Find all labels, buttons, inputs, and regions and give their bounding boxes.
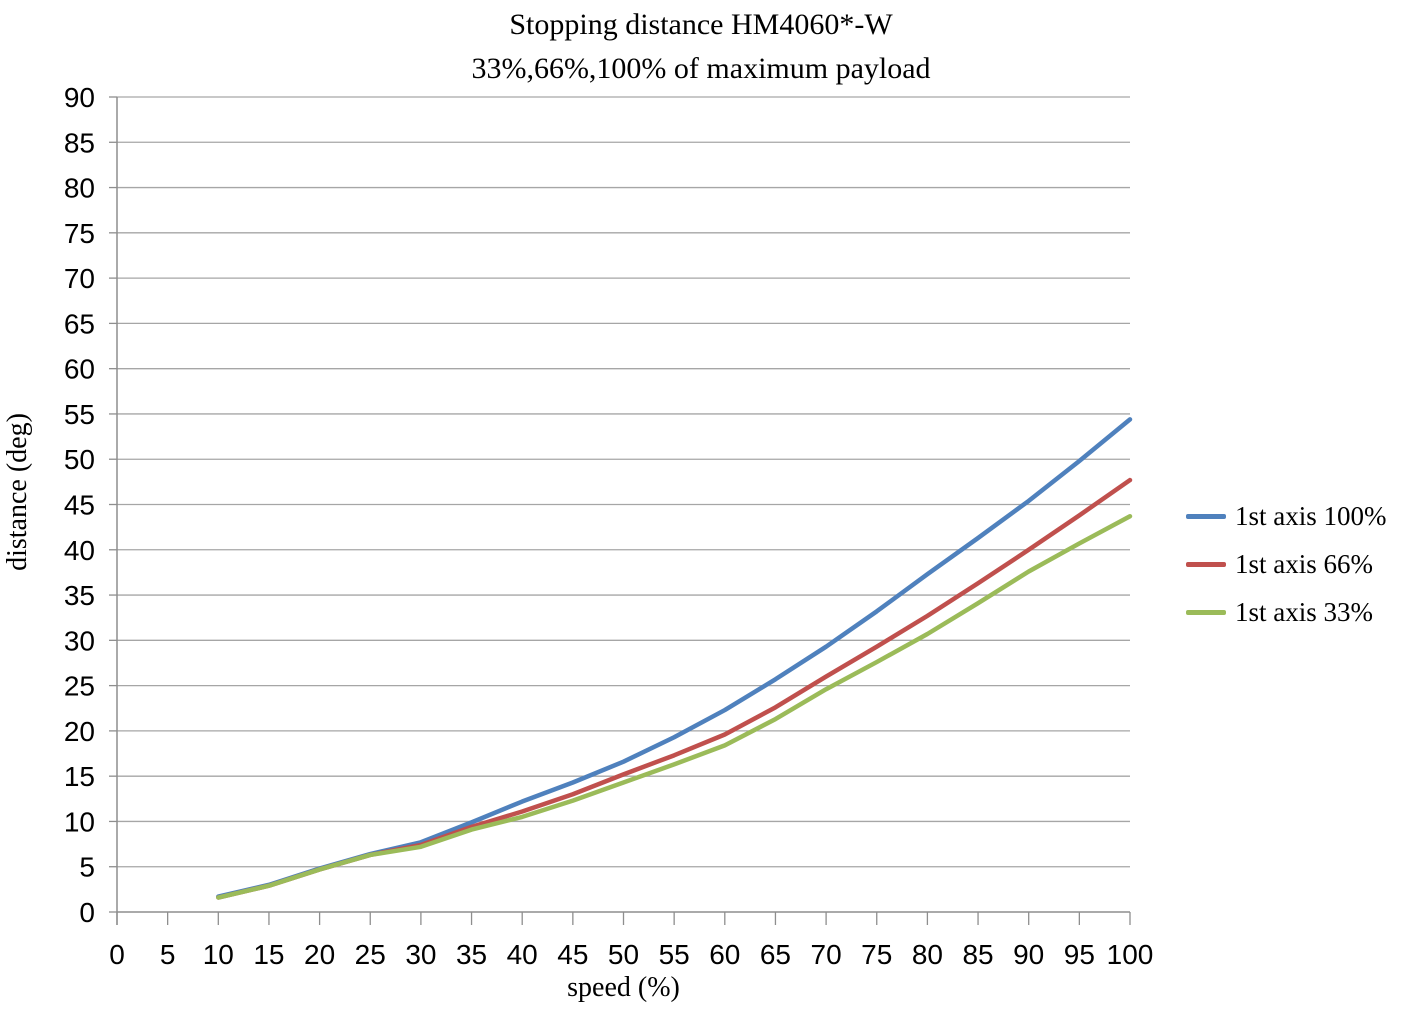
y-tick-label: 45	[64, 490, 95, 521]
x-tick-label: 35	[456, 939, 487, 970]
y-tick-label: 10	[64, 806, 95, 837]
y-tick-label: 65	[64, 308, 95, 339]
y-tick-label: 50	[64, 444, 95, 475]
y-tick-label: 5	[79, 852, 95, 883]
x-tick-label: 85	[962, 939, 993, 970]
y-tick-label: 30	[64, 625, 95, 656]
x-tick-label: 5	[160, 939, 176, 970]
legend-label: 1st axis 66%	[1235, 548, 1373, 579]
x-tick-label: 55	[659, 939, 690, 970]
x-tick-label: 100	[1107, 939, 1154, 970]
x-tick-label: 60	[709, 939, 740, 970]
legend-item-1st-axis-33: 1st axis 33%	[1186, 588, 1387, 636]
y-tick-label: 75	[64, 218, 95, 249]
y-tick-label: 90	[64, 82, 95, 113]
series-line-33	[216, 514, 1133, 900]
y-tick-label: 60	[64, 354, 95, 385]
x-tick-label: 65	[760, 939, 791, 970]
x-tick-label: 20	[304, 939, 335, 970]
series-line-100	[216, 417, 1133, 899]
x-tick-label: 95	[1064, 939, 1095, 970]
legend-label: 1st axis 100%	[1235, 500, 1387, 531]
legend-item-1st-axis-100: 1st axis 100%	[1186, 492, 1387, 540]
chart-subtitle: 33%,66%,100% of maximum payload	[471, 52, 931, 85]
y-tick-label: 0	[79, 897, 95, 928]
legend-swatch-2	[1186, 609, 1226, 615]
legend: 1st axis 100% 1st axis 66% 1st axis 33%	[1186, 492, 1387, 636]
legend-swatch-0	[1186, 513, 1226, 519]
legend-swatch-1	[1186, 561, 1226, 567]
y-tick-label: 85	[64, 127, 95, 158]
x-tick-label: 75	[861, 939, 892, 970]
x-tick-label: 40	[507, 939, 538, 970]
legend-item-1st-axis-66: 1st axis 66%	[1186, 540, 1387, 588]
x-tick-label: 0	[109, 939, 125, 970]
x-tick-label: 70	[811, 939, 842, 970]
legend-label: 1st axis 33%	[1235, 596, 1373, 627]
series-line-66	[216, 477, 1133, 900]
y-tick-label: 20	[64, 716, 95, 747]
x-tick-label: 80	[912, 939, 943, 970]
y-tick-label: 40	[64, 535, 95, 566]
y-axis-title: distance (deg)	[2, 413, 33, 571]
y-tick-label: 70	[64, 263, 95, 294]
x-tick-label: 15	[253, 939, 284, 970]
y-tick-label: 25	[64, 671, 95, 702]
x-tick-label: 50	[608, 939, 639, 970]
y-tick-label: 15	[64, 761, 95, 792]
x-tick-label: 90	[1013, 939, 1044, 970]
chart-title: Stopping distance HM4060*-W	[509, 8, 893, 41]
x-tick-label: 10	[203, 939, 234, 970]
x-tick-label: 25	[355, 939, 386, 970]
x-tick-label: 30	[405, 939, 436, 970]
x-tick-label: 45	[557, 939, 588, 970]
x-axis-title: speed (%)	[567, 972, 680, 1003]
y-tick-label: 35	[64, 580, 95, 611]
y-tick-label: 80	[64, 173, 95, 204]
y-tick-label: 55	[64, 399, 95, 430]
